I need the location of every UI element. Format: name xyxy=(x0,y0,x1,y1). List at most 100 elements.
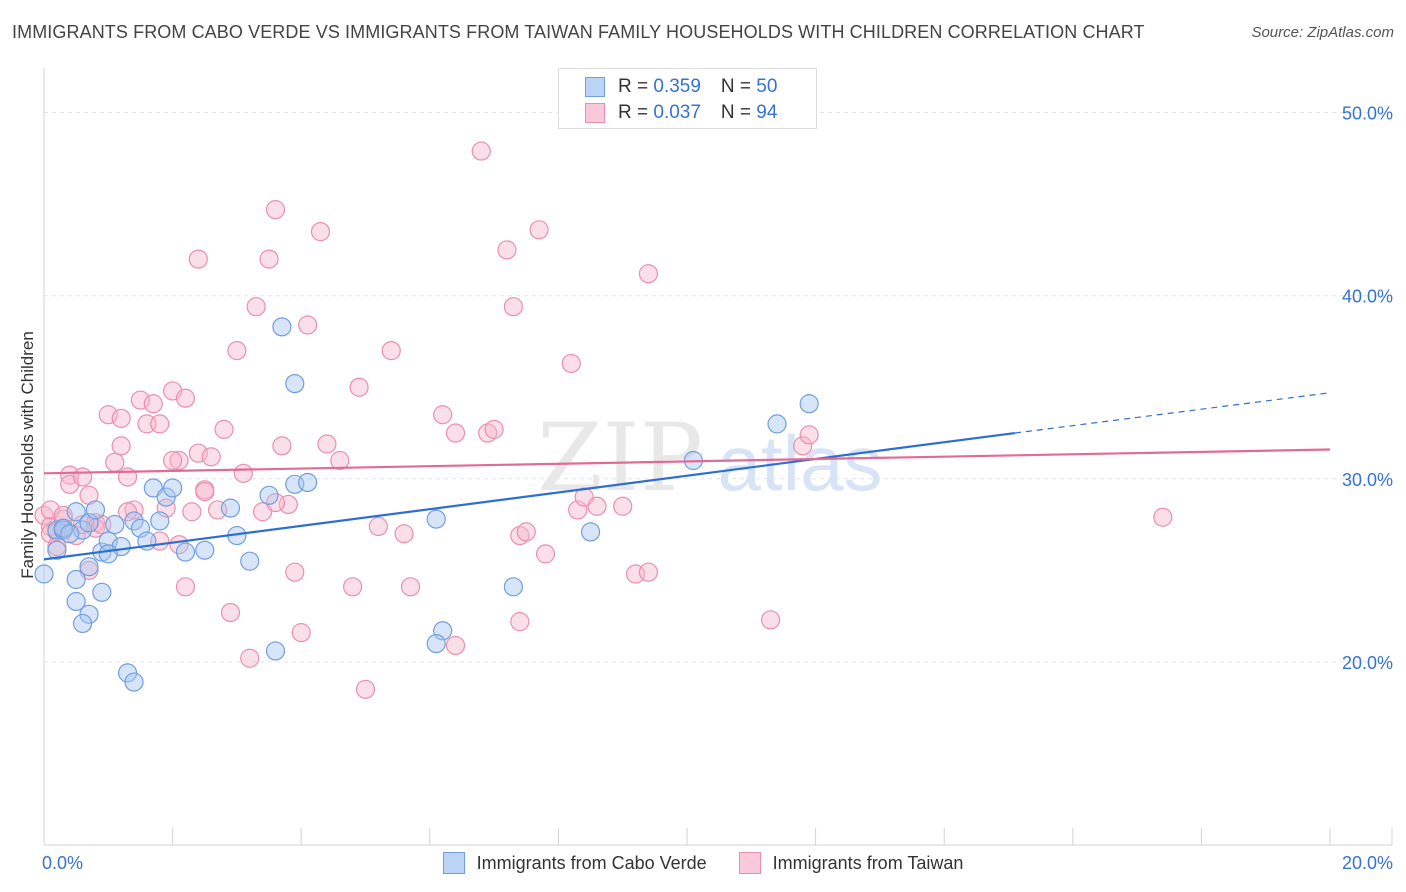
data-point-taiwan xyxy=(799,425,819,445)
data-point-cabo-verde xyxy=(72,613,93,634)
data-point-taiwan xyxy=(143,394,163,414)
data-point-cabo-verde xyxy=(150,511,170,531)
data-point-cabo-verde xyxy=(265,641,286,661)
data-point-cabo-verde xyxy=(298,472,318,493)
data-point-taiwan xyxy=(105,452,125,472)
legend-row-cabo-verde: R = 0.359 N = 50 xyxy=(585,75,777,99)
data-point-cabo-verde xyxy=(66,591,86,612)
data-point-taiwan xyxy=(510,525,530,546)
data-point-taiwan xyxy=(638,562,659,582)
data-point-taiwan xyxy=(175,388,196,408)
legend-item-cabo-verde[interactable]: Immigrants from Cabo Verde xyxy=(442,852,707,874)
data-point-taiwan xyxy=(394,524,414,544)
data-point-taiwan xyxy=(760,610,781,630)
data-point-taiwan xyxy=(291,623,311,643)
series-taiwan-points xyxy=(34,141,1173,699)
data-point-cabo-verde xyxy=(799,394,819,414)
data-point-taiwan xyxy=(246,297,266,317)
watermark-zip: ZIP xyxy=(537,404,703,513)
data-point-taiwan xyxy=(368,516,388,537)
data-point-cabo-verde xyxy=(426,633,446,654)
data-point-cabo-verde xyxy=(98,544,118,564)
data-point-taiwan xyxy=(561,353,581,374)
n-label: N = xyxy=(720,76,757,97)
legend-swatch-pink xyxy=(738,852,761,874)
data-point-cabo-verde xyxy=(163,478,183,498)
tick-labels: 20.0% 30.0% 40.0% 50.0% 0.0% 20.0% xyxy=(42,104,1393,873)
data-point-cabo-verde xyxy=(259,485,279,505)
data-point-cabo-verde xyxy=(503,577,523,597)
data-point-taiwan xyxy=(188,249,208,269)
data-point-cabo-verde xyxy=(60,524,80,544)
axes xyxy=(43,68,1393,846)
y-tick-label: 20.0% xyxy=(1342,653,1393,673)
data-point-cabo-verde xyxy=(72,520,93,540)
data-point-taiwan xyxy=(130,390,151,410)
data-point-taiwan xyxy=(111,436,131,456)
data-point-cabo-verde xyxy=(124,672,144,692)
data-point-taiwan xyxy=(510,612,530,632)
data-point-taiwan xyxy=(259,249,279,269)
y-tick-label: 50.0% xyxy=(1342,104,1393,124)
data-point-cabo-verde xyxy=(92,582,112,602)
data-point-taiwan xyxy=(400,577,421,597)
trend-line-taiwan xyxy=(43,448,1331,475)
data-point-taiwan xyxy=(188,443,208,463)
legend-swatch-blue xyxy=(585,77,605,97)
data-point-taiwan xyxy=(201,447,221,467)
data-point-taiwan xyxy=(163,450,183,471)
data-point-cabo-verde xyxy=(79,557,99,577)
data-point-taiwan xyxy=(484,419,504,439)
source-credit: Source: ZipAtlas.com xyxy=(1251,24,1394,41)
data-point-taiwan xyxy=(310,222,331,242)
data-point-taiwan xyxy=(182,502,202,522)
x-tick-label: 0.0% xyxy=(42,853,83,873)
data-point-taiwan xyxy=(272,436,292,456)
data-point-taiwan xyxy=(195,482,215,502)
data-point-taiwan xyxy=(169,450,189,471)
data-point-cabo-verde xyxy=(767,414,787,434)
data-point-taiwan xyxy=(150,414,170,434)
data-point-taiwan xyxy=(445,635,466,656)
data-point-taiwan xyxy=(111,408,131,428)
data-point-taiwan xyxy=(613,496,633,516)
series-cabo-verde-points xyxy=(34,317,819,692)
legend-label-taiwan: Immigrants from Taiwan xyxy=(772,852,964,873)
legend-item-taiwan[interactable]: Immigrants from Taiwan xyxy=(738,852,964,874)
data-point-taiwan xyxy=(317,434,337,454)
data-point-taiwan xyxy=(1153,507,1173,527)
y-tick-label: 30.0% xyxy=(1342,470,1393,490)
n-label: N = xyxy=(720,102,757,123)
legend-swatch-pink xyxy=(585,103,605,123)
data-point-taiwan xyxy=(330,450,350,471)
y-tick-label: 40.0% xyxy=(1342,287,1393,307)
data-point-taiwan xyxy=(175,577,196,597)
data-point-taiwan xyxy=(343,577,363,597)
chart-title: IMMIGRANTS FROM CABO VERDE VS IMMIGRANTS… xyxy=(12,22,1145,42)
series-legend: Immigrants from Cabo Verde Immigrants fr… xyxy=(0,852,1406,874)
data-point-taiwan xyxy=(233,463,253,483)
data-point-cabo-verde xyxy=(85,500,106,520)
data-point-taiwan xyxy=(72,467,93,487)
x-tick-label: 20.0% xyxy=(1342,853,1393,873)
legend-row-taiwan: R = 0.037 N = 94 xyxy=(585,101,777,125)
n-value: 50 xyxy=(756,76,778,97)
data-point-taiwan xyxy=(298,315,318,335)
legend-swatch-blue xyxy=(442,852,465,874)
data-point-cabo-verde xyxy=(426,509,446,529)
data-point-cabo-verde xyxy=(47,520,67,540)
data-point-taiwan xyxy=(240,648,260,668)
correlation-legend: R = 0.359 N = 50 R = 0.037 N = 94 xyxy=(558,68,817,129)
data-point-taiwan xyxy=(214,419,234,439)
data-point-taiwan xyxy=(497,240,517,260)
data-point-taiwan xyxy=(349,377,369,397)
data-point-cabo-verde xyxy=(34,564,54,584)
data-point-cabo-verde xyxy=(124,511,144,531)
data-point-cabo-verde xyxy=(47,540,67,560)
data-point-taiwan xyxy=(433,405,453,425)
data-point-cabo-verde xyxy=(580,522,601,542)
data-point-cabo-verde xyxy=(195,540,215,560)
trend-line-cabo-verde-extension xyxy=(1014,392,1331,434)
r-value: 0.359 xyxy=(653,76,701,97)
data-point-taiwan xyxy=(265,200,286,220)
